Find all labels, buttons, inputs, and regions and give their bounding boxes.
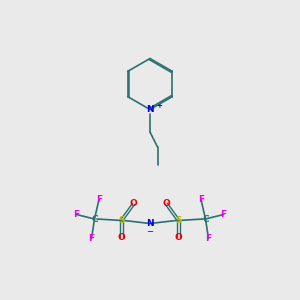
Text: C: C [202,214,209,224]
Text: S: S [118,216,125,225]
Text: F: F [220,210,226,219]
Text: O: O [175,232,182,242]
Text: F: F [198,195,204,204]
Text: O: O [118,232,125,242]
Text: F: F [74,210,80,219]
Text: O: O [163,200,170,208]
Text: O: O [130,200,137,208]
Text: S: S [175,216,182,225]
Text: F: F [88,234,94,243]
Text: F: F [96,195,102,204]
Text: N: N [146,105,154,114]
Text: +: + [156,103,162,109]
Text: F: F [206,234,212,243]
Text: C: C [91,214,98,224]
Text: N: N [146,219,154,228]
Text: −: − [146,227,154,236]
